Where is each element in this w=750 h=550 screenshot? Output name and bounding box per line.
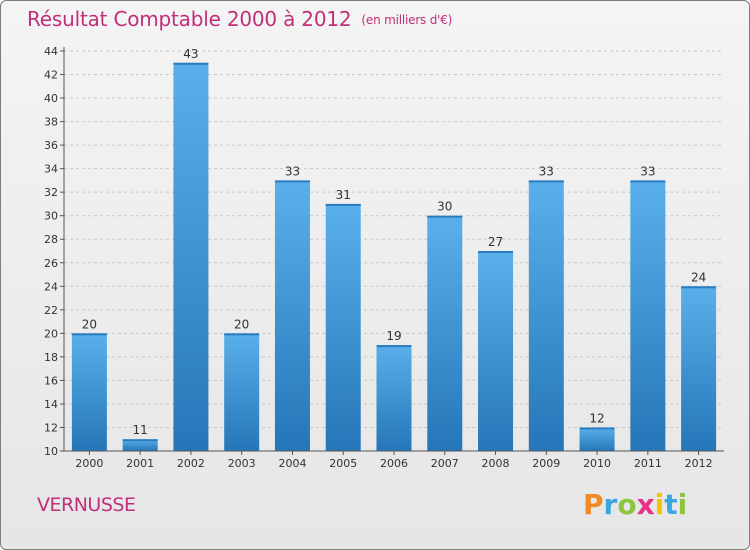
bar-top-edge — [325, 203, 361, 206]
labels: 10 12 14 16 18 20 22 24 26 28 30 32 34 36 38 40 42 44 20 20… — [44, 45, 713, 470]
y-tick-label: 26 — [44, 257, 58, 270]
bar-value-label: 30 — [437, 200, 452, 214]
bar-top-edge — [376, 345, 412, 348]
bar-value-label: 19 — [386, 329, 401, 343]
bar-top-edge — [427, 215, 463, 218]
bar-value-label: 43 — [183, 47, 198, 61]
bar-top-edge — [224, 333, 260, 336]
bar-top-edge — [122, 439, 158, 442]
y-tick-label: 12 — [44, 421, 58, 434]
bar-value-label: 20 — [234, 317, 249, 331]
x-tick-label: 2011 — [634, 457, 662, 470]
y-tick-label: 16 — [44, 374, 58, 387]
logo-letter: i — [654, 488, 665, 521]
bar-top-edge — [681, 286, 717, 289]
bar-top-edge — [274, 180, 310, 183]
x-tick-label: 2000 — [75, 457, 103, 470]
x-tick-label: 2012 — [685, 457, 713, 470]
axes — [60, 47, 724, 455]
bar — [224, 333, 260, 451]
bar-value-label: 33 — [640, 164, 655, 178]
logo-letter: i — [677, 488, 688, 521]
bar-value-label: 31 — [336, 188, 351, 202]
chart-title: Résultat Comptable 2000 à 2012 — [27, 7, 352, 31]
logo-letter: r — [603, 488, 618, 521]
y-tick-label: 10 — [44, 445, 58, 458]
bar-top-edge — [528, 180, 564, 183]
proxiti-logo: Proxiti — [583, 488, 687, 521]
logo-letter: t — [664, 488, 678, 521]
bar-value-label: 24 — [691, 270, 706, 284]
bar-value-label: 11 — [133, 423, 148, 437]
y-tick-label: 44 — [44, 45, 58, 58]
y-tick-label: 30 — [44, 210, 58, 223]
bar-value-label: 27 — [488, 235, 503, 249]
y-tick-label: 14 — [44, 398, 58, 411]
bar — [71, 333, 107, 451]
logo-letter: P — [583, 488, 604, 521]
x-tick-label: 2009 — [532, 457, 560, 470]
commune-name: VERNUSSE — [37, 494, 136, 516]
bar-top-edge — [478, 251, 514, 253]
chart-subtitle: (en milliers d'€) — [361, 13, 453, 27]
y-tick-label: 42 — [44, 69, 58, 82]
x-tick-label: 2006 — [380, 457, 408, 470]
bar-top-edge — [173, 62, 209, 65]
bar-top-edge — [71, 333, 107, 336]
bar-value-label: 20 — [82, 317, 97, 331]
x-tick-label: 2003 — [228, 457, 256, 470]
y-tick-label: 40 — [44, 92, 58, 105]
y-tick-label: 28 — [44, 233, 58, 246]
bar-value-label: 33 — [285, 164, 300, 178]
x-tick-label: 2005 — [329, 457, 357, 470]
y-tick-label: 18 — [44, 351, 58, 364]
bar — [681, 286, 717, 451]
bar — [173, 62, 209, 451]
x-tick-label: 2001 — [126, 457, 154, 470]
y-tick-label: 20 — [44, 327, 58, 340]
bar — [325, 203, 361, 451]
x-tick-label: 2007 — [431, 457, 459, 470]
bar-top-edge — [579, 427, 615, 430]
bar — [630, 180, 666, 452]
logo-letter: o — [617, 488, 637, 521]
bar — [274, 180, 310, 452]
bars — [71, 62, 717, 452]
bar-top-edge — [630, 180, 666, 183]
y-tick-label: 24 — [44, 280, 58, 293]
x-tick-label: 2004 — [278, 457, 306, 470]
bar-value-label: 33 — [539, 164, 554, 178]
bar — [427, 215, 463, 451]
logo-letter: x — [636, 488, 655, 521]
y-tick-label: 22 — [44, 304, 58, 317]
y-tick-label: 34 — [44, 163, 58, 176]
y-tick-label: 36 — [44, 139, 58, 152]
x-tick-label: 2010 — [583, 457, 611, 470]
chart-title-block: Résultat Comptable 2000 à 2012 (en millie… — [27, 7, 452, 31]
bar — [376, 345, 412, 451]
y-tick-label: 32 — [44, 186, 58, 199]
bar — [579, 427, 615, 451]
y-tick-label: 38 — [44, 116, 58, 129]
x-tick-label: 2008 — [482, 457, 510, 470]
bar — [528, 180, 564, 452]
bar-value-label: 12 — [589, 411, 604, 425]
bar — [122, 439, 158, 451]
x-tick-label: 2002 — [177, 457, 205, 470]
bar — [478, 251, 514, 451]
